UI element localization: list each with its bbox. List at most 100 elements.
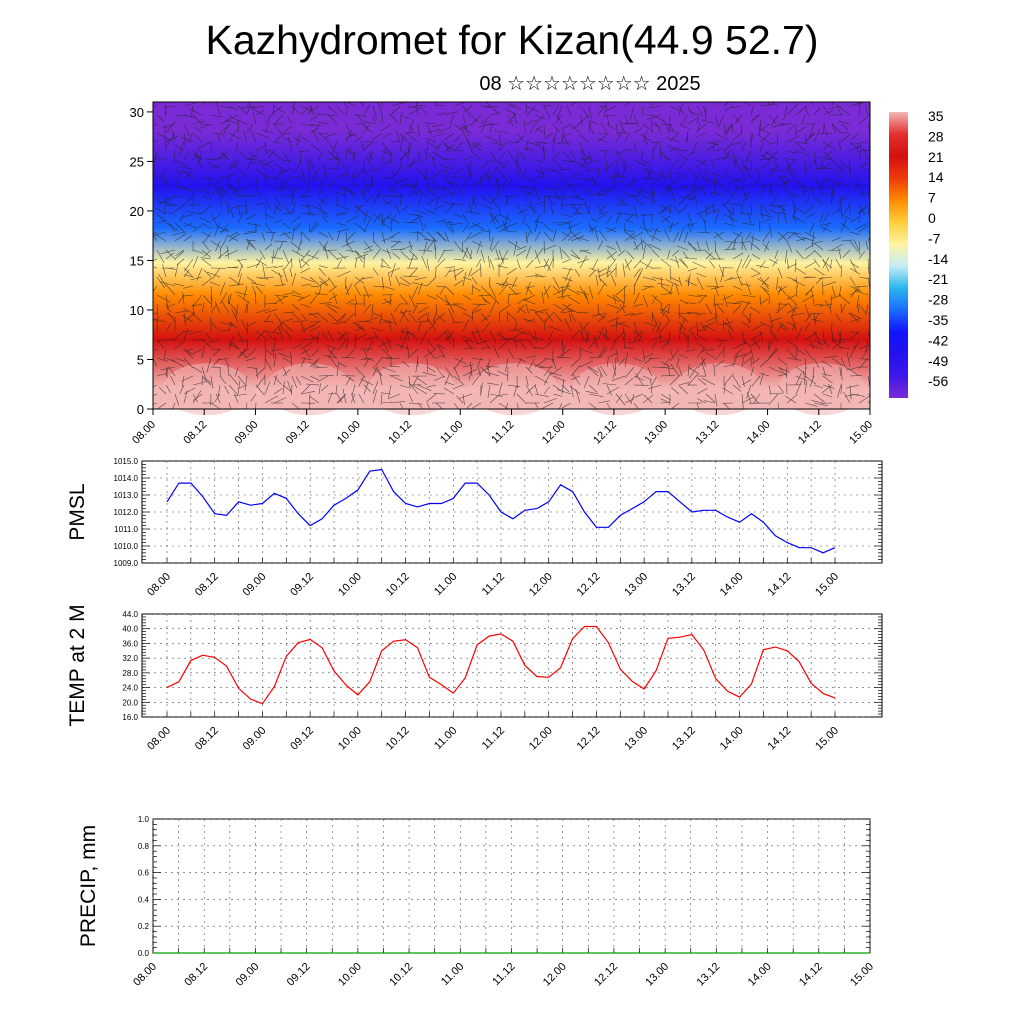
wind-barb [318,132,329,142]
wind-barb [732,285,743,291]
wind-barb [626,250,635,260]
wind-barb [176,258,185,266]
wind-barb [534,175,546,179]
wind-barb [363,249,374,254]
wind-barb [858,186,866,198]
wind-barb [506,222,518,228]
wind-barb [399,336,408,350]
wind-barb [381,200,393,206]
wind-barb [669,375,680,386]
wind-barb [867,236,870,242]
wind-barb [639,226,653,233]
wind-barb [785,395,797,404]
wind-barb [497,265,509,269]
wind-barb [714,312,718,325]
wind-barb [579,339,590,342]
wind-barb [309,105,312,116]
wind-barb [513,384,518,397]
wind-barb [597,373,602,386]
wind-barb [638,330,644,341]
wind-barb [663,311,671,323]
wind-barb [480,314,491,323]
wind-barb [523,147,536,152]
wind-barb [849,258,857,272]
wind-barb [786,348,797,361]
wind-barb [480,115,491,125]
wind-barb [768,392,784,395]
wind-barb [426,339,435,349]
x-tick-label: 12.00 [527,725,555,753]
wind-barb [214,186,221,197]
wind-barb [516,246,527,251]
wind-barb [237,121,240,134]
wind-barb [804,375,817,385]
wind-barb [741,351,752,359]
wind-barb [516,159,522,174]
wind-barb [363,245,373,251]
wind-barb [700,322,707,332]
x-tick-label: 08.12 [181,419,209,447]
wind-barb [247,321,257,327]
wind-barb [217,384,221,397]
wind-barb [319,281,329,287]
wind-barb [427,276,437,287]
wind-barb [462,312,474,319]
wind-barb [669,276,680,283]
wind-barb [449,222,464,226]
wind-barb [804,196,810,206]
wind-barb [172,402,176,409]
wind-barb [853,285,869,288]
wind-barb [354,327,364,332]
wind-barb [372,248,382,260]
wind-barb [411,285,419,299]
wind-barb [722,203,734,215]
wind-barb [678,123,690,130]
wind-barb [345,167,349,179]
wind-barb [278,327,284,341]
wind-barb [795,267,806,275]
wind-barb [358,393,365,404]
wind-barb [867,177,870,181]
wind-barb [537,142,545,152]
wind-barb [809,123,815,137]
wind-barb [372,285,384,288]
x-tick-label: 14.00 [718,725,746,753]
wind-barb [153,393,158,396]
y-tick-label: 32.0 [122,654,138,663]
wind-barb [280,132,293,135]
wind-barb [408,231,423,234]
wind-barb [525,204,537,212]
wind-barb [678,160,686,170]
wind-barb [866,303,869,314]
wind-barb [777,212,780,224]
wind-barb [867,146,870,152]
wind-barb [455,182,464,197]
wind-barb [505,283,518,287]
wind-barb [597,326,604,341]
wind-barb [227,366,230,377]
x-tick-label: 14.12 [765,571,793,599]
wind-barb [696,273,707,278]
wind-barb [570,358,581,368]
wind-barb [507,141,519,143]
wind-barb [434,102,437,107]
wind-barb [768,165,776,179]
wind-barb [624,231,637,241]
wind-barb [669,186,676,202]
wind-barb [405,159,419,168]
wind-barb [570,329,580,341]
wind-barb [371,303,374,318]
wind-barb [433,393,446,395]
wind-barb [525,355,537,359]
wind-barb [759,285,770,293]
wind-barb [635,373,644,386]
wind-barb [300,258,310,267]
wind-barb [264,314,271,323]
wind-barb [774,160,779,170]
wind-barb [651,141,660,152]
wind-barb [193,154,203,161]
wind-barb [543,319,546,332]
wind-barb [466,211,482,215]
wind-barb [771,114,779,126]
wind-barb [525,384,537,395]
